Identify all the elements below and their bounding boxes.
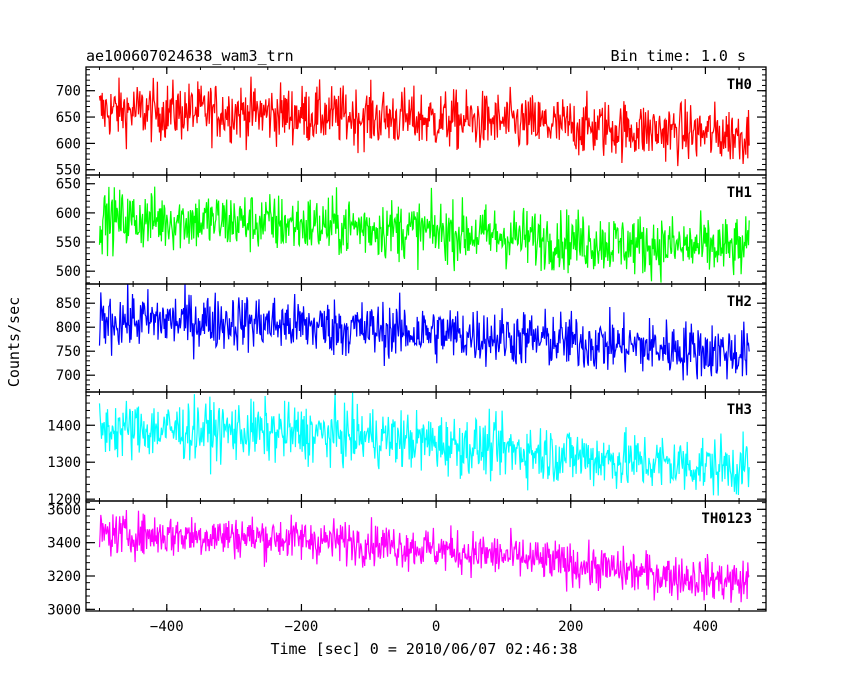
y-tick-label: 3200 [47,569,81,585]
series-label-th2: TH2 [727,294,752,310]
y-tick-label: 650 [56,177,81,193]
series-line-th2 [98,284,750,381]
chart-subtitle: Bin time: 1.0 s [611,47,746,65]
series-label-th3: TH3 [727,402,752,418]
series-line-th0123 [98,509,750,603]
chart-title: ae100607024638_wam3_trn [86,47,294,65]
series-line-th1 [98,186,750,283]
x-tick-label: 0 [432,619,440,635]
series-line-th0 [98,76,750,167]
y-tick-label: 700 [56,368,81,384]
y-tick-label: 1200 [47,492,81,508]
x-tick-label: 400 [693,619,718,635]
y-axis-label: Counts/sec [5,297,23,387]
y-tick-label: 600 [56,136,81,152]
y-tick-label: 750 [56,344,81,360]
y-tick-label: 650 [56,110,81,126]
y-tick-label: 3600 [47,502,81,518]
panels-group: 550 600 650 700 TH0 500 550 600 650 TH1 700 750 800 8… [47,66,767,635]
x-axis-label: Time [sec] 0 = 2010/06/07 02:46:38 [270,640,577,658]
y-tick-label: 3400 [47,536,81,552]
series-label-th0123: TH0123 [701,511,752,527]
y-tick-label: 600 [56,206,81,222]
panel-th2: 700 750 800 850 TH2 [56,283,767,393]
panel-th3: 1200 1300 1400 TH3 [47,391,767,508]
y-tick-label: 1400 [47,418,81,434]
y-tick-label: 800 [56,320,81,336]
y-tick-label: 3000 [47,602,81,618]
y-tick-label: 550 [56,235,81,251]
x-tick-label: −200 [285,619,319,635]
y-tick-label: 550 [56,163,81,179]
y-tick-label: 1300 [47,455,81,471]
y-tick-label: 500 [56,264,81,280]
panel-th1: 500 550 600 650 TH1 [56,174,767,285]
x-tick-label: −400 [150,619,184,635]
x-tick-label: 200 [558,619,583,635]
y-tick-label: 850 [56,296,81,312]
y-tick-label: 700 [56,84,81,100]
panel-frame [85,500,767,612]
panel-th0123: 3000 3200 3400 3600 TH0123 [47,500,767,618]
series-label-th0: TH0 [727,77,752,93]
panel-th0: 550 600 650 700 TH0 [56,66,767,179]
series-line-th3 [98,392,750,496]
series-label-th1: TH1 [727,185,752,201]
